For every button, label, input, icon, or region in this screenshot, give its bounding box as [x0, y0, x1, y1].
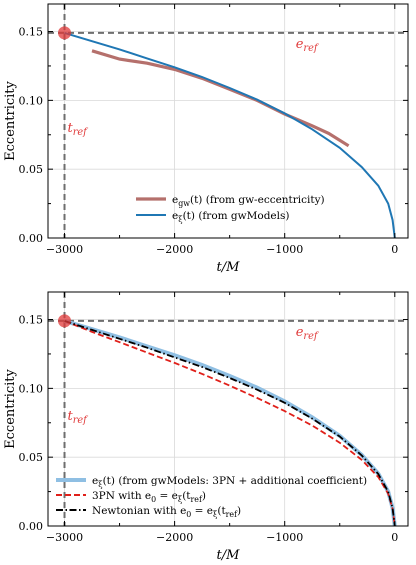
legend-label-1: 3PN with e0 = eξ(tref) [92, 490, 206, 504]
y-tick-label: 0.05 [19, 163, 44, 176]
y-tick-label: 0.00 [19, 232, 44, 245]
ref-point-marker [58, 314, 72, 328]
series-line-0 [63, 318, 397, 526]
x-axis-title: t/M [217, 260, 241, 275]
series-line-1 [64, 31, 396, 238]
e-ref-label: eref [296, 325, 320, 342]
y-tick-label: 0.00 [19, 520, 44, 533]
t-ref-label: tref [68, 121, 90, 138]
x-tick-label: −3000 [46, 243, 83, 256]
x-tick-label: −2000 [156, 531, 193, 544]
e-ref-label: eref [296, 37, 320, 54]
x-tick-label: −2000 [156, 243, 193, 256]
y-tick-label: 0.10 [19, 382, 44, 395]
y-tick-label: 0.15 [19, 26, 44, 39]
series-line-0 [91, 49, 350, 148]
x-axis-title: t/M [217, 548, 241, 563]
legend-label-2: Newtonian with e0 = eξ(tref) [92, 505, 241, 519]
y-tick-label: 0.05 [19, 451, 44, 464]
axes-frame [47, 3, 409, 239]
y-tick-label: 0.10 [19, 94, 44, 107]
y-axis-title: Eccentricity [3, 368, 18, 448]
axes-frame [47, 291, 409, 527]
y-axis-title: Eccentricity [3, 80, 18, 160]
x-tick-label: 0 [391, 243, 398, 256]
legend-label-0: egw(t) (from gw-eccentricity) [172, 194, 325, 208]
legend-label-0: eξ(t) (from gwModels: 3PN + additional c… [92, 475, 367, 489]
x-tick-label: −1000 [266, 243, 303, 256]
x-tick-label: 0 [391, 531, 398, 544]
x-tick-label: −3000 [46, 531, 83, 544]
top-panel: eref tref −3000 −2000 −1000 0 0.00 0.05 0.10 0.15… [3, 3, 409, 275]
plot-area [64, 31, 396, 238]
legend-label-1: eξ(t) (from gwModels) [172, 210, 290, 224]
x-tick-label: −1000 [266, 531, 303, 544]
t-ref-label: tref [68, 409, 90, 426]
plot-area [63, 318, 397, 526]
series-line-2 [64, 320, 396, 526]
bottom-panel: eref tref −3000 −2000 −1000 0 0.00 0.05 0.10 0.15… [3, 291, 409, 563]
series-line-1 [64, 320, 396, 526]
y-tick-label: 0.15 [19, 314, 44, 327]
ref-point-marker [58, 26, 72, 40]
